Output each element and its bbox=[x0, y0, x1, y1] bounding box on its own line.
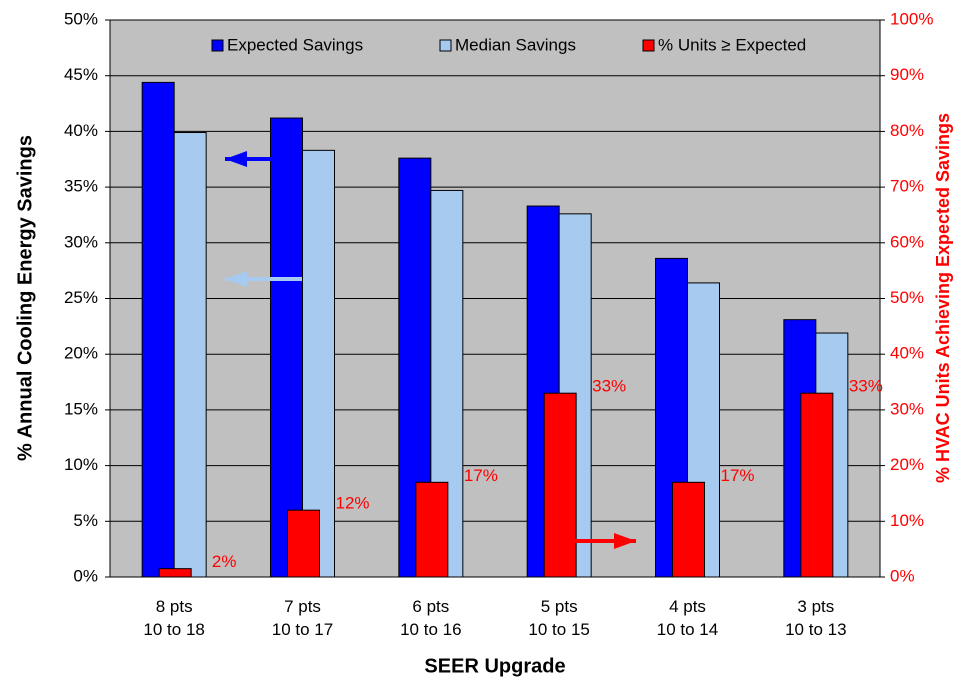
x-tick-label: 5 pts 10 to 15 bbox=[528, 597, 590, 639]
bar bbox=[270, 117, 303, 578]
y2-tick-label: 90% bbox=[890, 65, 924, 84]
y-tick-label: 50% bbox=[64, 9, 98, 28]
legend-label: Expected Savings bbox=[227, 35, 363, 54]
y2-axis-title: % HVAC Units Achieving Expected Savings bbox=[933, 113, 953, 483]
bar bbox=[287, 509, 320, 578]
legend-label: Median Savings bbox=[455, 35, 576, 54]
data-label: 12% bbox=[335, 494, 369, 513]
legend-swatch bbox=[211, 39, 224, 52]
bar bbox=[800, 392, 834, 578]
bar bbox=[543, 392, 577, 578]
y-tick-label: 30% bbox=[64, 232, 98, 251]
bar bbox=[415, 481, 449, 578]
y-tick-label: 40% bbox=[64, 121, 98, 140]
x-tick-label: 3 pts 10 to 13 bbox=[785, 597, 847, 639]
y2-tick-label: 80% bbox=[890, 121, 924, 140]
y-tick-label: 25% bbox=[64, 288, 98, 307]
y2-tick-label: 30% bbox=[890, 399, 924, 418]
y-axis-title: % Annual Cooling Energy Savings bbox=[14, 135, 36, 461]
arrow-head bbox=[614, 533, 636, 549]
arrow-head bbox=[225, 271, 247, 287]
x-axis-title: SEER Upgrade bbox=[424, 655, 565, 677]
bar bbox=[141, 81, 175, 578]
bar bbox=[158, 568, 192, 578]
x-tick-label: 6 pts 10 to 16 bbox=[400, 597, 462, 639]
data-label: 17% bbox=[720, 466, 754, 485]
data-label: 33% bbox=[592, 377, 626, 396]
x-tick-label: 7 pts 10 to 17 bbox=[271, 597, 334, 639]
y2-tick-label: 20% bbox=[890, 455, 924, 474]
y-tick-label: 35% bbox=[64, 177, 98, 196]
y2-tick-label: 60% bbox=[890, 232, 924, 251]
y-tick-label: 15% bbox=[64, 399, 98, 418]
x-tick-label: 8 pts 10 to 18 bbox=[143, 597, 205, 639]
y-tick-label: 5% bbox=[73, 511, 98, 530]
data-label: 17% bbox=[464, 466, 498, 485]
arrow-head bbox=[225, 151, 247, 167]
y2-tick-label: 10% bbox=[890, 511, 924, 530]
y2-tick-label: 40% bbox=[890, 344, 924, 363]
data-label: 2% bbox=[212, 552, 237, 571]
y2-tick-label: 50% bbox=[890, 288, 924, 307]
x-tick-label: 4 pts 10 to 14 bbox=[656, 597, 719, 639]
y-tick-label: 20% bbox=[64, 344, 98, 363]
bar bbox=[672, 481, 705, 578]
y-tick-label: 10% bbox=[64, 455, 98, 474]
legend-swatch bbox=[439, 39, 452, 52]
legend-label: % Units ≥ Expected bbox=[658, 35, 806, 54]
y-tick-label: 0% bbox=[73, 566, 98, 585]
y2-tick-label: 70% bbox=[890, 177, 924, 196]
bar bbox=[302, 149, 335, 578]
y2-tick-label: 0% bbox=[890, 566, 915, 585]
bar bbox=[173, 132, 207, 578]
y2-tick-label: 100% bbox=[890, 9, 933, 28]
y-tick-label: 45% bbox=[64, 65, 98, 84]
data-label: 33% bbox=[849, 377, 883, 396]
legend-swatch bbox=[642, 39, 655, 52]
